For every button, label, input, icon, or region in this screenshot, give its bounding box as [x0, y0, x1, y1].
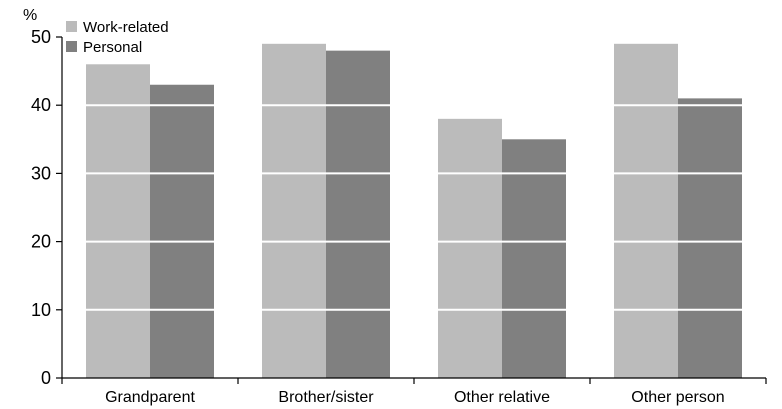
bar-personal-other-relative: [502, 139, 566, 378]
y-tick-label-50: 50: [31, 27, 51, 47]
y-tick-label-20: 20: [31, 232, 51, 252]
bar-personal-other-person: [678, 98, 742, 378]
legend-swatch-work-related: [66, 21, 77, 32]
x-category-label: Grandparent: [105, 389, 195, 406]
bar-work-related-brother-sister: [262, 43, 326, 378]
y-tick-label-40: 40: [31, 95, 51, 115]
legend-swatch-personal: [66, 41, 77, 52]
bar-work-related-other-relative: [438, 118, 502, 378]
bar-personal-brother-sister: [326, 50, 390, 378]
x-ticks-group: Grandparent Brother/sister Other relative O…: [61, 378, 767, 406]
y-ticks-group: 0 10 20 30 40 50: [31, 27, 62, 388]
x-category-label: Other person: [631, 389, 724, 406]
legend-label-work-related: Work-related: [83, 19, 169, 36]
gridlines-group: [62, 36, 766, 311]
y-axis-unit-label: %: [23, 7, 37, 24]
x-category-label: Other relative: [454, 389, 550, 406]
y-tick-label-10: 10: [31, 300, 51, 320]
bar-personal-grandparent: [150, 84, 214, 379]
bars-group: [86, 43, 742, 379]
x-category-label: Brother/sister: [278, 389, 374, 406]
bar-work-related-other-person: [614, 43, 678, 378]
legend-label-personal: Personal: [83, 39, 142, 56]
y-tick-label-30: 30: [31, 163, 51, 183]
y-tick-label-0: 0: [41, 368, 51, 388]
bar-work-related-grandparent: [86, 64, 150, 378]
legend: Work-related Personal: [66, 19, 169, 56]
